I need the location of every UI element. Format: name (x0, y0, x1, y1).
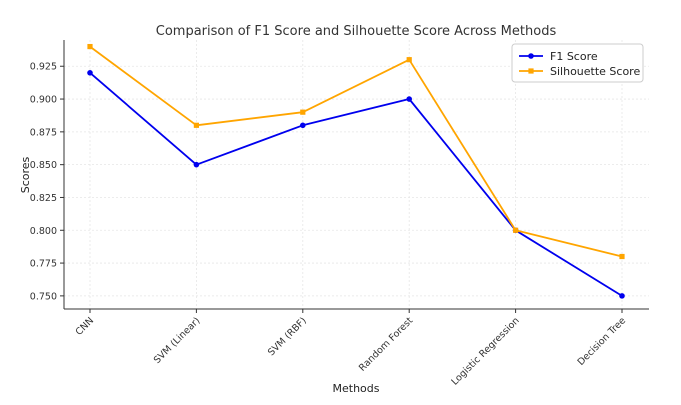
data-point (406, 57, 412, 63)
data-point (300, 122, 306, 129)
x-tick-label: SVM (Linear) (152, 315, 203, 366)
x-tick-label: SVM (RBF) (266, 315, 309, 358)
legend-marker (528, 68, 534, 74)
legend-label: F1 Score (550, 50, 598, 63)
y-ticks: 0.750 0.775 0.800 0.825 0.850 0.875 0.900 0.925 (30, 62, 64, 302)
x-axis-title: Methods (333, 382, 380, 395)
x-ticks: CNN SVM (Linear) SVM (RBF) Random Forest Log… (74, 309, 629, 388)
legend-box (511, 43, 644, 83)
x-tick-label: Random Forest (357, 315, 416, 374)
y-axis-title: Scores (19, 156, 32, 193)
x-tick-label: Logistic Regression (449, 315, 521, 387)
data-point (193, 161, 200, 168)
legend-label: Silhouette Score (550, 65, 640, 78)
data-point (406, 96, 413, 102)
data-point (87, 70, 93, 76)
series (87, 43, 625, 299)
y-tick-label: 0.825 (30, 193, 57, 204)
x-tick-label: CNN (74, 315, 97, 338)
y-tick-label: 0.850 (30, 160, 57, 171)
data-point (300, 109, 306, 115)
y-tick-label: 0.900 (30, 95, 57, 106)
axes (63, 40, 649, 310)
data-point (193, 122, 199, 128)
legend-marker (528, 53, 534, 59)
data-point (619, 253, 625, 260)
y-tick-label: 0.800 (30, 226, 57, 237)
data-point (87, 43, 93, 50)
y-tick-label: 0.875 (30, 127, 57, 138)
series-line-1 (89, 45, 623, 258)
x-tick-label: Decision Tree (576, 315, 629, 368)
chart-title: Comparison of F1 Score and Silhouette Sc… (156, 24, 557, 39)
series-line-0 (89, 72, 623, 297)
data-point (513, 227, 519, 233)
y-tick-label: 0.750 (30, 291, 57, 302)
data-point (619, 293, 625, 299)
y-tick-label: 0.775 (30, 259, 57, 270)
y-tick-label: 0.925 (30, 62, 57, 73)
legend: F1 Score Silhouette Score (511, 43, 644, 83)
